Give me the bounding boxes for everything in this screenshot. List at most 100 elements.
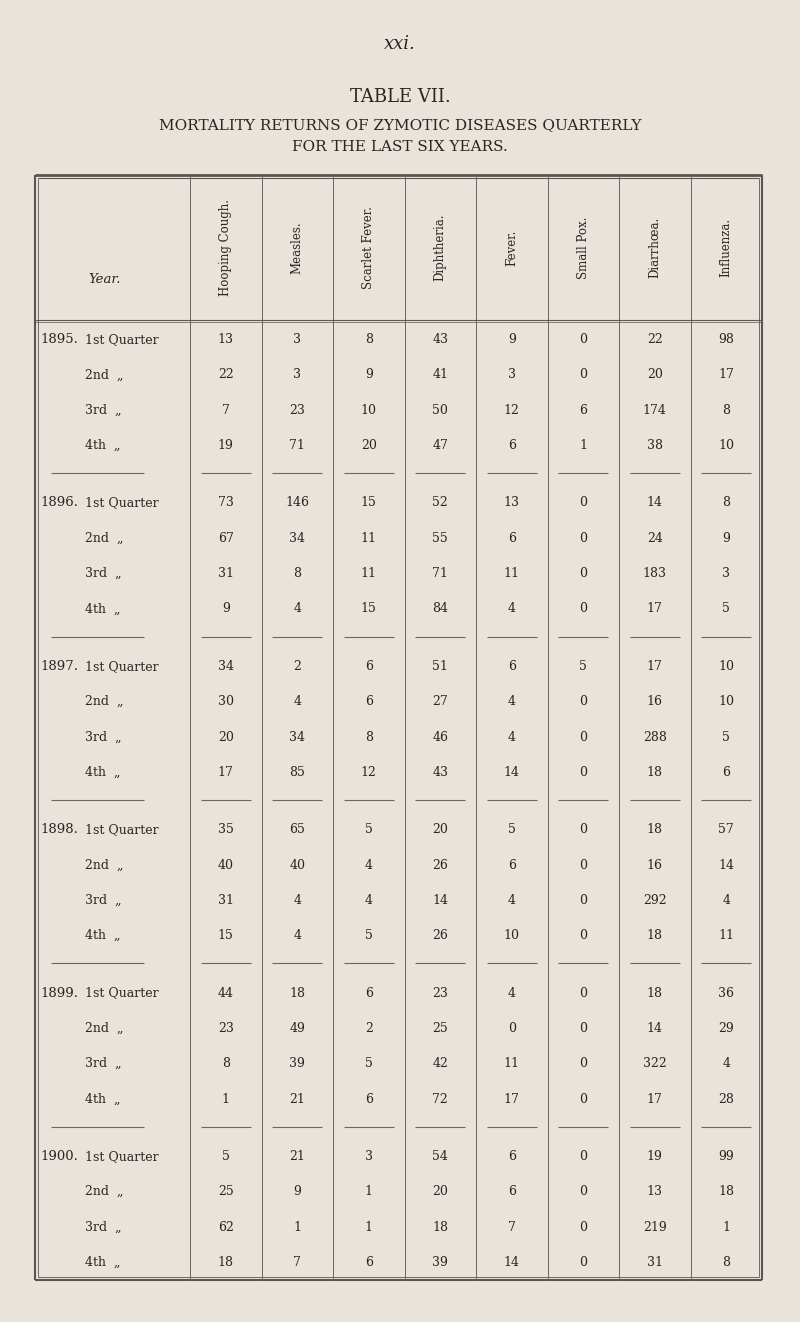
Text: 3rd  „: 3rd „ bbox=[85, 1220, 122, 1233]
Text: 34: 34 bbox=[218, 660, 234, 673]
Text: 47: 47 bbox=[432, 439, 448, 452]
Text: 1st Quarter: 1st Quarter bbox=[85, 1150, 158, 1163]
Text: 9: 9 bbox=[722, 531, 730, 545]
Text: 28: 28 bbox=[718, 1092, 734, 1105]
Text: 0: 0 bbox=[579, 731, 587, 743]
Text: 1: 1 bbox=[365, 1220, 373, 1233]
Text: 13: 13 bbox=[646, 1185, 662, 1198]
Text: 3rd  „: 3rd „ bbox=[85, 731, 122, 743]
Text: 3rd  „: 3rd „ bbox=[85, 403, 122, 416]
Text: 0: 0 bbox=[579, 531, 587, 545]
Text: 57: 57 bbox=[718, 824, 734, 837]
Text: 8: 8 bbox=[722, 1256, 730, 1269]
Text: 4: 4 bbox=[294, 603, 302, 616]
Text: Fever.: Fever. bbox=[506, 229, 518, 266]
Text: 41: 41 bbox=[432, 369, 448, 382]
Text: 6: 6 bbox=[365, 660, 373, 673]
Text: 46: 46 bbox=[432, 731, 448, 743]
Text: 2nd  „: 2nd „ bbox=[85, 858, 123, 871]
Text: 11: 11 bbox=[504, 567, 520, 580]
Text: 14: 14 bbox=[504, 765, 520, 779]
Text: 22: 22 bbox=[647, 333, 662, 346]
Text: 31: 31 bbox=[646, 1256, 662, 1269]
Text: 0: 0 bbox=[579, 929, 587, 943]
Text: 0: 0 bbox=[579, 1220, 587, 1233]
Text: 40: 40 bbox=[218, 858, 234, 871]
Text: Influenza.: Influenza. bbox=[720, 218, 733, 278]
Text: 4: 4 bbox=[294, 695, 302, 709]
Text: 62: 62 bbox=[218, 1220, 234, 1233]
Text: 39: 39 bbox=[432, 1256, 448, 1269]
Text: 0: 0 bbox=[579, 1185, 587, 1198]
Text: 1895.: 1895. bbox=[40, 333, 78, 346]
Text: 1st Quarter: 1st Quarter bbox=[85, 986, 158, 999]
Text: 17: 17 bbox=[647, 660, 662, 673]
Text: 40: 40 bbox=[290, 858, 306, 871]
Text: 1: 1 bbox=[722, 1220, 730, 1233]
Text: 20: 20 bbox=[432, 824, 448, 837]
Text: 3rd  „: 3rd „ bbox=[85, 1058, 122, 1071]
Text: 4: 4 bbox=[294, 929, 302, 943]
Text: 4th  „: 4th „ bbox=[85, 439, 121, 452]
Text: 5: 5 bbox=[508, 824, 516, 837]
Text: 3: 3 bbox=[294, 333, 302, 346]
Text: 39: 39 bbox=[290, 1058, 305, 1071]
Text: FOR THE LAST SIX YEARS.: FOR THE LAST SIX YEARS. bbox=[292, 140, 508, 153]
Text: 67: 67 bbox=[218, 531, 234, 545]
Text: 18: 18 bbox=[432, 1220, 448, 1233]
Text: 4: 4 bbox=[508, 731, 516, 743]
Text: 1st Quarter: 1st Quarter bbox=[85, 333, 158, 346]
Text: 2: 2 bbox=[294, 660, 301, 673]
Text: 44: 44 bbox=[218, 986, 234, 999]
Text: 4: 4 bbox=[365, 894, 373, 907]
Text: 21: 21 bbox=[290, 1092, 305, 1105]
Text: 6: 6 bbox=[508, 660, 516, 673]
Text: 0: 0 bbox=[579, 1256, 587, 1269]
Text: 6: 6 bbox=[508, 1185, 516, 1198]
Text: 4: 4 bbox=[508, 986, 516, 999]
Text: 14: 14 bbox=[718, 858, 734, 871]
Text: 17: 17 bbox=[647, 1092, 662, 1105]
Text: 4th  „: 4th „ bbox=[85, 1256, 121, 1269]
Text: 5: 5 bbox=[365, 824, 373, 837]
Text: 7: 7 bbox=[222, 403, 230, 416]
Text: 4: 4 bbox=[294, 894, 302, 907]
Text: 1: 1 bbox=[579, 439, 587, 452]
Text: 20: 20 bbox=[218, 731, 234, 743]
Text: 10: 10 bbox=[504, 929, 520, 943]
Text: 0: 0 bbox=[579, 695, 587, 709]
Text: 1899.: 1899. bbox=[40, 986, 78, 999]
Text: 23: 23 bbox=[218, 1022, 234, 1035]
Text: 4: 4 bbox=[722, 894, 730, 907]
Text: 1900.: 1900. bbox=[40, 1150, 78, 1163]
Text: 26: 26 bbox=[432, 929, 448, 943]
Text: 43: 43 bbox=[432, 333, 448, 346]
Text: 11: 11 bbox=[361, 567, 377, 580]
Text: 26: 26 bbox=[432, 858, 448, 871]
Text: 0: 0 bbox=[579, 333, 587, 346]
Text: 8: 8 bbox=[365, 333, 373, 346]
Text: 5: 5 bbox=[365, 1058, 373, 1071]
Text: 3: 3 bbox=[365, 1150, 373, 1163]
Text: 18: 18 bbox=[646, 765, 662, 779]
Text: 5: 5 bbox=[365, 929, 373, 943]
Text: 17: 17 bbox=[504, 1092, 520, 1105]
Text: 30: 30 bbox=[218, 695, 234, 709]
Text: 14: 14 bbox=[432, 894, 448, 907]
Text: 288: 288 bbox=[643, 731, 666, 743]
Text: 5: 5 bbox=[722, 603, 730, 616]
Text: 1: 1 bbox=[294, 1220, 302, 1233]
Text: Hooping Cough.: Hooping Cough. bbox=[219, 200, 232, 296]
Text: 34: 34 bbox=[290, 731, 306, 743]
Text: 3: 3 bbox=[722, 567, 730, 580]
Text: 29: 29 bbox=[718, 1022, 734, 1035]
Text: 4: 4 bbox=[722, 1058, 730, 1071]
Text: 13: 13 bbox=[218, 333, 234, 346]
Text: 25: 25 bbox=[218, 1185, 234, 1198]
Text: 1st Quarter: 1st Quarter bbox=[85, 824, 158, 837]
Text: 16: 16 bbox=[646, 695, 662, 709]
Text: 6: 6 bbox=[508, 858, 516, 871]
Text: 20: 20 bbox=[361, 439, 377, 452]
Text: 9: 9 bbox=[508, 333, 516, 346]
Text: 71: 71 bbox=[290, 439, 305, 452]
